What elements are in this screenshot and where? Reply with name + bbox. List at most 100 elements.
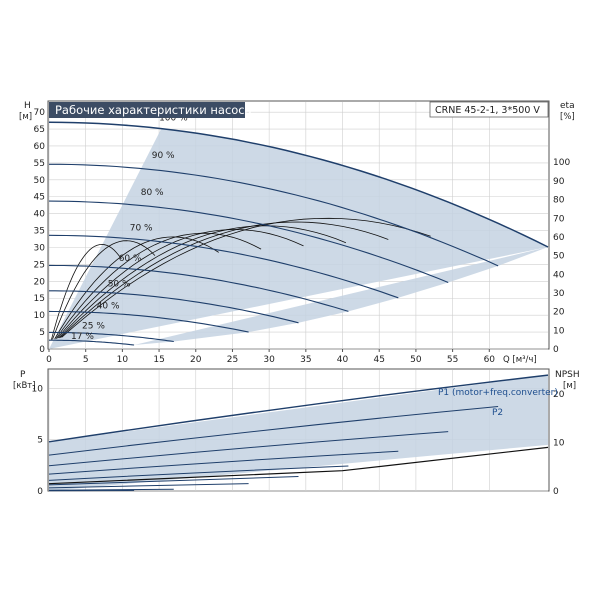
power-tick-label: 10 (32, 384, 44, 394)
y-tick-label: 35 (34, 227, 45, 237)
x-tick-label: 40 (337, 355, 349, 365)
efficiency-curve (51, 243, 122, 340)
head-axis-label: H (24, 101, 31, 111)
npsh-tick-label: 0 (553, 487, 559, 497)
head-curve (49, 163, 499, 267)
eta-tick-label: 80 (553, 196, 565, 206)
speed-label: 50 % (108, 279, 131, 289)
chart-title: Рабочие характеристики насоса (55, 103, 252, 117)
eta-tick-label: 60 (553, 233, 565, 243)
eta-axis-label: eta (560, 101, 575, 111)
power-tick-label: 5 (37, 436, 43, 446)
y-tick-label: 30 (34, 243, 46, 253)
power-y-ticks: 0 5 10 (32, 384, 44, 497)
power-axis-label: P (20, 370, 26, 380)
y-tick-label: 40 (34, 210, 46, 220)
speed-label: 100 % (159, 114, 188, 124)
eta-tick-label: 40 (553, 270, 565, 280)
npsh-tick-label: 20 (553, 390, 565, 400)
npsh-tick-label: 10 (553, 439, 565, 449)
y-tick-label: 10 (34, 311, 46, 321)
x-tick-label: 35 (300, 355, 311, 365)
eta-tick-label: 70 (553, 214, 565, 224)
x-tick-label: 50 (410, 355, 422, 365)
efficiency-curve (54, 236, 219, 340)
power-curves (48, 374, 549, 492)
y-tick-label: 5 (39, 328, 45, 338)
y-tick-label: 60 (34, 142, 46, 152)
x-tick-label: 60 (484, 355, 496, 365)
efficiency-curve (55, 232, 262, 339)
speed-label: 90 % (152, 151, 175, 161)
x-tick-label: 0 (46, 355, 52, 365)
head-panel: 100 % 90 % 80 % 70 % 60 % 50 % 40 % 25 %17 % 0 5… (19, 100, 575, 365)
eta-tick-label: 0 (553, 345, 559, 355)
model-box (429, 101, 549, 118)
power-curve (48, 465, 349, 481)
pump-model: CRNE 45-2-1, 3*500 V (435, 105, 540, 116)
p2-series-label: P2 (492, 408, 503, 418)
power-curve (48, 476, 299, 486)
x-tick-label: 55 (447, 355, 458, 365)
head-curve (48, 121, 549, 248)
head-curve (49, 339, 135, 346)
power-axis-unit: [кВт] (13, 381, 36, 391)
head-curve (48, 264, 349, 312)
npsh-axis-label: NPSH (555, 370, 580, 380)
y-tick-label: 70 (34, 108, 46, 118)
head-y-ticks: 0 5 10 15 20 25 30 35 40 45 50 55 60 65 70 (34, 108, 46, 355)
x-tick-label: 45 (373, 355, 384, 365)
y-tick-label: 65 (34, 125, 45, 135)
y-tick-label: 0 (39, 345, 45, 355)
eta-tick-label: 20 (553, 308, 565, 318)
power-tick-label: 0 (37, 487, 43, 497)
x-tick-label: 25 (227, 355, 238, 365)
eta-tick-label: 100 (553, 158, 570, 168)
head-curve (49, 290, 299, 324)
eta-tick-label: 90 (553, 177, 565, 187)
x-tick-label: 5 (83, 355, 89, 365)
efficiency-curve (57, 229, 304, 339)
efficiency-curve (52, 240, 156, 340)
npsh-curve (48, 446, 549, 485)
speed-label: 60 % (119, 254, 142, 264)
power-curve (48, 374, 549, 443)
p1-series-label: P1 (motor+freq.converter) (438, 388, 558, 398)
head-operating-area (49, 128, 548, 349)
head-axis-unit: [м] (19, 112, 32, 122)
speed-labels: 100 % 90 % 80 % 70 % 60 % 50 % 40 % 25 %17 % (71, 114, 188, 342)
speed-label: 40 % (97, 301, 120, 311)
head-x-ticks: 0 5 10 15 20 25 30 35 40 45 50 55 60 (46, 349, 495, 365)
eta-ticks: 0 10 20 30 40 50 60 70 80 90 100 (553, 158, 570, 355)
power-curve (48, 450, 399, 475)
speed-label: 25 % (82, 322, 105, 332)
head-curve (49, 331, 174, 343)
y-tick-label: 55 (34, 159, 45, 169)
x-tick-label: 10 (117, 355, 129, 365)
title-bar (49, 102, 245, 118)
head-curve (48, 310, 249, 333)
power-curve (48, 483, 249, 489)
eta-tick-label: 30 (553, 289, 565, 299)
npsh-ticks: 0 10 20 (553, 390, 565, 497)
efficiency-curve (60, 221, 389, 338)
eta-tick-label: 50 (553, 252, 565, 262)
efficiency-curve (61, 217, 431, 338)
power-curve (48, 406, 499, 456)
head-curve (48, 200, 449, 284)
power-curve (48, 488, 174, 491)
power-panel: 0 5 10 0 10 20 P [кВт] NPSH [м] P1 (motor+fr… (13, 368, 580, 497)
eta-axis-unit: [%] (560, 112, 575, 122)
speed-label: 70 % (130, 224, 153, 234)
head-curves (48, 121, 549, 346)
npsh-axis-unit: [м] (563, 381, 576, 391)
y-tick-label: 15 (34, 294, 45, 304)
x-tick-label: 30 (263, 355, 275, 365)
y-tick-label: 25 (34, 260, 45, 270)
head-curve (48, 234, 399, 299)
x-tick-label: 15 (153, 355, 164, 365)
speed-label: 17 % (71, 332, 94, 342)
efficiency-curves (51, 217, 431, 340)
eta-tick-label: 10 (553, 326, 565, 336)
